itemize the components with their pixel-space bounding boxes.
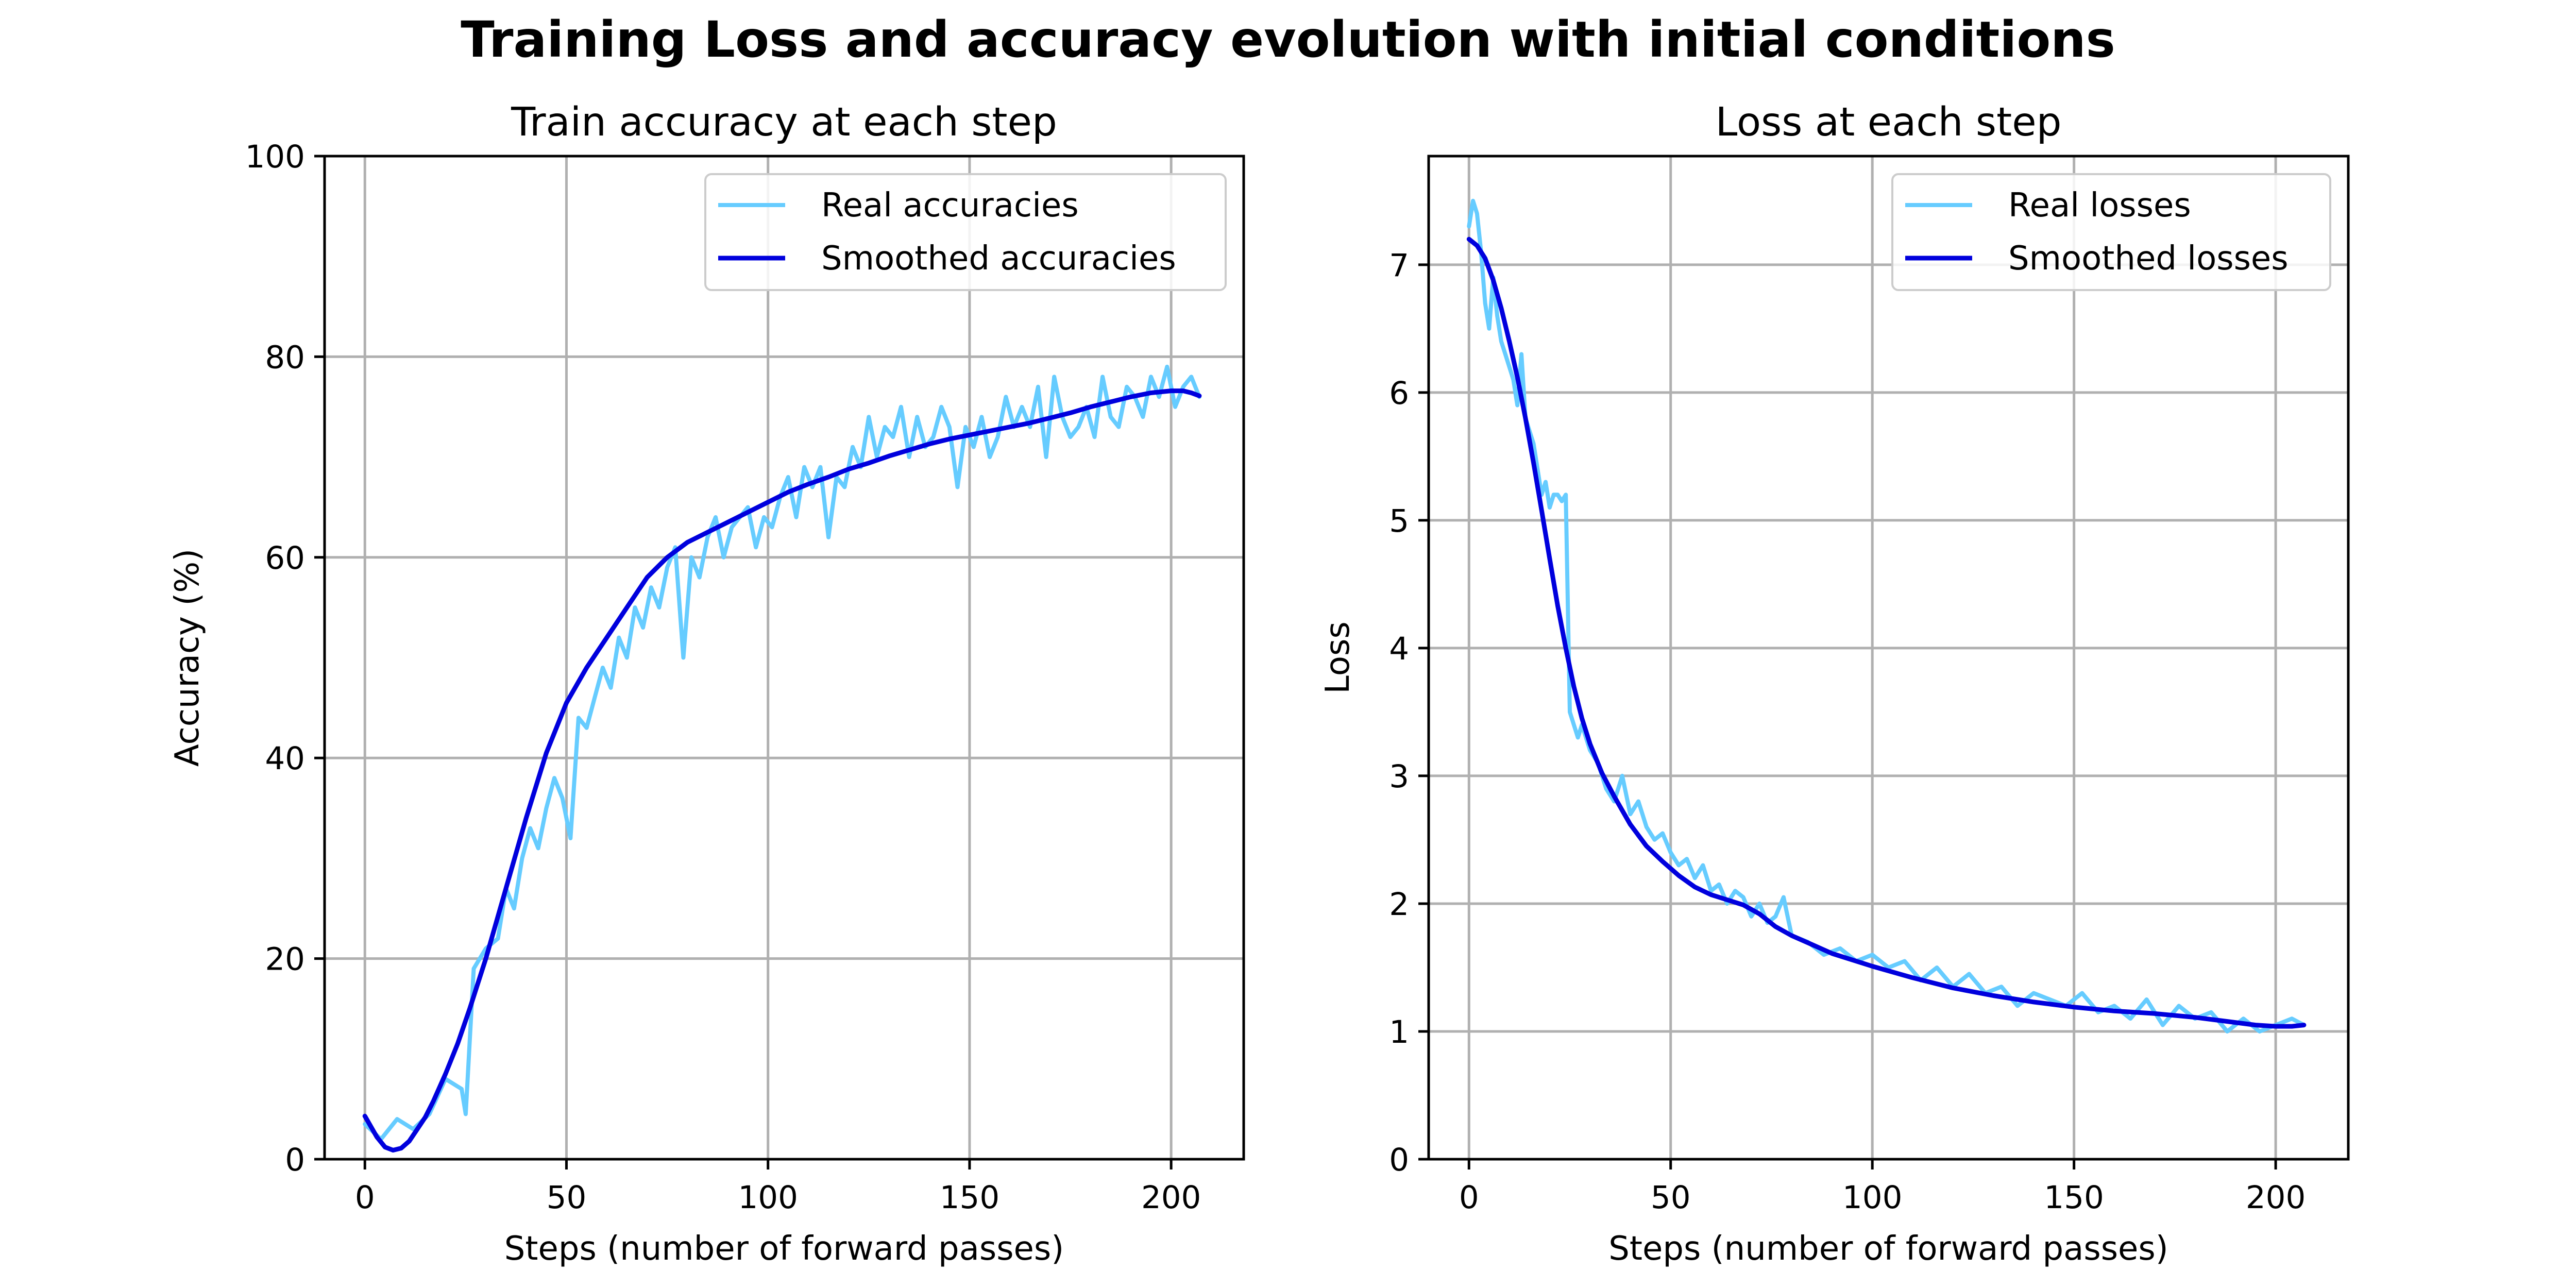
accuracy-axes-frame (323, 155, 1245, 1161)
accuracy-xtick-label-0: 0 (355, 1179, 375, 1216)
accuracy-chart-title: Train accuracy at each step (511, 99, 1057, 145)
loss-chart-title: Loss at each step (1716, 99, 2062, 145)
accuracy-x-axis-label: Steps (number of forward passes) (504, 1230, 1064, 1268)
accuracy-xtick-label-100: 100 (738, 1179, 798, 1216)
accuracy-xtick-label-150: 150 (940, 1179, 999, 1216)
accuracy-ytick-label-40: 40 (265, 740, 305, 777)
loss-ytick-label-4: 4 (1389, 631, 1409, 667)
accuracy-series-line-1 (362, 388, 1202, 1153)
loss-axes-frame (1427, 155, 2350, 1161)
accuracy-xtick-label-200: 200 (1141, 1179, 1201, 1216)
accuracy-y-axis-label: Accuracy (%) (168, 549, 207, 767)
loss-xtick-label-0: 0 (1459, 1179, 1479, 1216)
loss-y-axis-label: Loss (1319, 621, 1357, 693)
accuracy-ytick-label-100: 100 (245, 139, 305, 175)
accuracy-ytick-label-0: 0 (285, 1142, 305, 1178)
accuracy-xtick-label-50: 50 (547, 1179, 587, 1216)
loss-legend-label-0: Real losses (2008, 187, 2191, 225)
loss-xtick-label-50: 50 (1651, 1179, 1691, 1216)
loss-ytick-label-7: 7 (1389, 247, 1409, 284)
loss-series-line-1 (1466, 236, 2307, 1029)
loss-ytick-label-1: 1 (1389, 1014, 1409, 1050)
accuracy-legend-label-0: Real accuracies (821, 187, 1079, 225)
accuracy-ytick-label-60: 60 (265, 540, 305, 577)
loss-ytick-label-2: 2 (1389, 886, 1409, 923)
loss-ytick-label-0: 0 (1389, 1142, 1409, 1178)
accuracy-series-line-0 (363, 364, 1201, 1142)
accuracy-ytick-label-80: 80 (265, 339, 305, 376)
figure-suptitle: Training Loss and accuracy evolution wit… (461, 11, 2115, 69)
accuracy-legend-label-1: Smoothed accuracies (821, 240, 1176, 278)
accuracy-panel: 0 50 100 150 200 0 20 40 60 80 100 Train accuracy a… (168, 99, 1245, 1268)
loss-xtick-label-100: 100 (1842, 1179, 1902, 1216)
loss-xtick-label-200: 200 (2246, 1179, 2306, 1216)
accuracy-legend-box (704, 173, 1227, 291)
accuracy-ytick-label-20: 20 (265, 941, 305, 978)
loss-legend-box (1891, 173, 2331, 291)
loss-ytick-label-5: 5 (1389, 503, 1409, 539)
loss-ytick-label-3: 3 (1389, 758, 1409, 795)
loss-xtick-label-150: 150 (2044, 1179, 2104, 1216)
loss-panel: 0 50 100 150 200 0 1 2 3 4 5 6 7 Loss at each step Ste… (1319, 99, 2350, 1268)
loss-x-axis-label: Steps (number of forward passes) (1608, 1230, 2168, 1268)
loss-ytick-label-6: 6 (1389, 375, 1409, 412)
loss-legend-label-1: Smoothed losses (2008, 240, 2289, 278)
